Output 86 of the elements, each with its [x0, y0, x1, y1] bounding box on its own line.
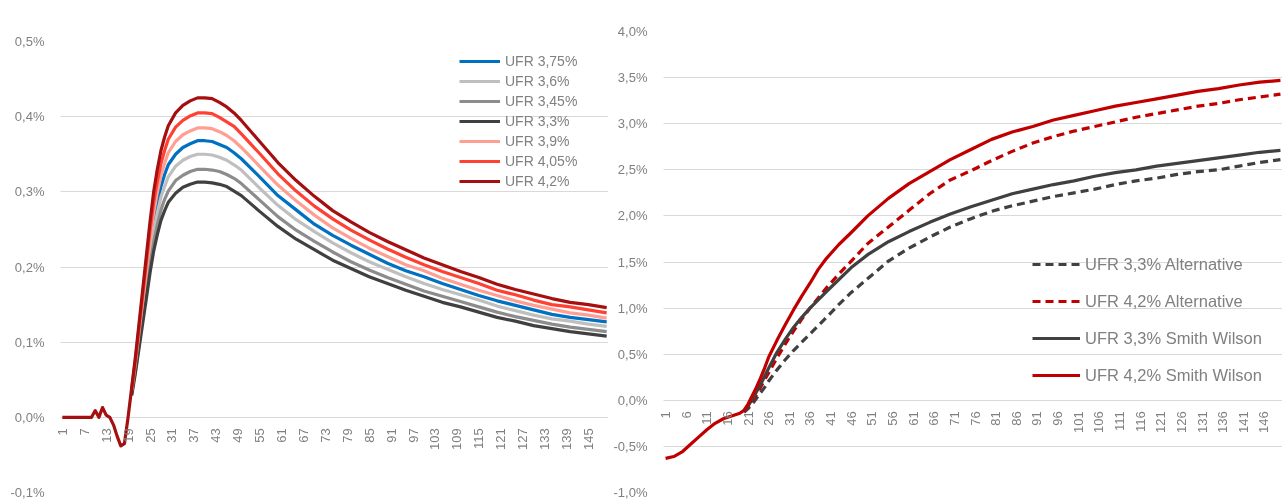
x-tick-label: 97: [405, 428, 421, 443]
y-tick-label: 0,0%: [14, 409, 45, 425]
x-tick-label: 37: [186, 428, 202, 443]
x-tick-label: 25: [142, 428, 158, 443]
legend-label: UFR 3,3%: [505, 112, 571, 131]
x-tick-label: 116: [1132, 411, 1148, 433]
y-tick-label: 0,2%: [14, 259, 45, 275]
x-tick-label: 145: [580, 428, 596, 451]
x-tick-label: 79: [339, 428, 355, 443]
x-tick-label: 56: [885, 411, 901, 426]
legend-label: UFR 3,75%: [505, 52, 579, 71]
y-tick-label: -0,1%: [10, 485, 45, 500]
x-tick-label: 76: [967, 411, 983, 426]
y-tick-label: 0,0%: [617, 392, 648, 408]
x-tick-label: 131: [1194, 411, 1210, 433]
legend-label: UFR 3,45%: [505, 92, 579, 111]
x-tick-label: 31: [781, 411, 797, 426]
x-tick-label: 16: [719, 411, 735, 426]
x-tick-label: 49: [230, 428, 246, 443]
x-tick-label: 1: [54, 428, 70, 436]
x-tick-label: 121: [493, 428, 509, 451]
x-tick-label: 61: [905, 411, 921, 426]
y-tick-label: 3,0%: [617, 116, 648, 132]
x-tick-label: 36: [802, 411, 818, 426]
legend-label: UFR 4,2%: [505, 172, 571, 191]
x-tick-label: 86: [1008, 411, 1024, 426]
y-tick-label: 0,5%: [14, 34, 45, 49]
x-tick-label: 55: [252, 428, 268, 443]
x-tick-label: 19: [120, 428, 136, 443]
x-tick-label: 11: [699, 411, 715, 425]
x-tick-label: 26: [761, 411, 777, 426]
x-tick-label: 13: [98, 428, 114, 443]
x-tick-label: 121: [1153, 411, 1169, 433]
x-tick-label: 66: [926, 411, 942, 426]
y-tick-label: 2,0%: [617, 208, 648, 224]
x-tick-label: 7: [76, 428, 92, 436]
x-tick-label: 73: [317, 428, 333, 443]
x-tick-label: 126: [1173, 411, 1189, 433]
y-tick-label: -0,5%: [613, 438, 648, 454]
y-tick-label: 0,5%: [617, 346, 648, 362]
legend-label: UFR 3,9%: [505, 132, 571, 151]
y-tick-label: 0,1%: [14, 334, 45, 350]
x-tick-label: 115: [471, 428, 487, 450]
y-tick-label: 1,5%: [617, 254, 648, 270]
x-tick-label: 146: [1256, 411, 1272, 433]
x-tick-label: 1: [658, 411, 674, 419]
line-series: [60, 96, 609, 448]
x-tick-label: 141: [1235, 411, 1251, 433]
legend-label: UFR 3,6%: [505, 72, 571, 91]
y-tick-label: 0,4%: [14, 109, 45, 125]
x-tick-label: 6: [678, 411, 694, 419]
x-tick-label: 101: [1070, 411, 1086, 433]
legend-label: UFR 3,3% Alternative: [1085, 254, 1244, 274]
x-tick-label: 136: [1215, 411, 1231, 433]
x-tick-label: 91: [1029, 411, 1045, 426]
x-tick-label: 96: [1050, 411, 1066, 426]
x-tick-label: 71: [946, 411, 962, 426]
y-tick-label: -1,0%: [613, 485, 648, 500]
y-tick-label: 3,5%: [617, 70, 648, 86]
x-tick-label: 106: [1091, 411, 1107, 433]
x-tick-label: 21: [740, 411, 756, 426]
y-tick-label: 4,0%: [617, 24, 648, 39]
x-tick-label: 43: [208, 428, 224, 443]
y-tick-label: 0,3%: [14, 184, 45, 200]
y-tick-label: 2,5%: [617, 162, 648, 178]
legend-label: UFR 4,05%: [505, 152, 579, 171]
x-tick-label: 51: [864, 411, 880, 426]
x-tick-label: 31: [164, 428, 180, 443]
x-tick-label: 85: [361, 428, 377, 443]
x-tick-label: 81: [988, 411, 1004, 426]
y-tick-label: 1,0%: [617, 300, 648, 316]
x-tick-label: 111: [1112, 411, 1127, 432]
x-tick-label: 133: [537, 428, 553, 451]
x-tick-label: 91: [383, 428, 399, 443]
x-tick-label: 41: [823, 411, 839, 426]
legend-label: UFR 3,3% Smith Wilson: [1085, 328, 1262, 348]
x-tick-label: 46: [843, 411, 859, 426]
x-tick-label: 127: [515, 428, 531, 451]
x-tick-label: 139: [558, 428, 574, 451]
x-tick-label: 67: [295, 428, 311, 443]
x-tick-label: 61: [274, 428, 290, 443]
legend-label: UFR 4,2% Smith Wilson: [1085, 365, 1262, 385]
x-tick-label: 109: [449, 428, 465, 451]
x-tick-label: 103: [427, 428, 443, 451]
line-series: [663, 78, 1282, 460]
legend-label: UFR 4,2% Alternative: [1085, 291, 1244, 311]
